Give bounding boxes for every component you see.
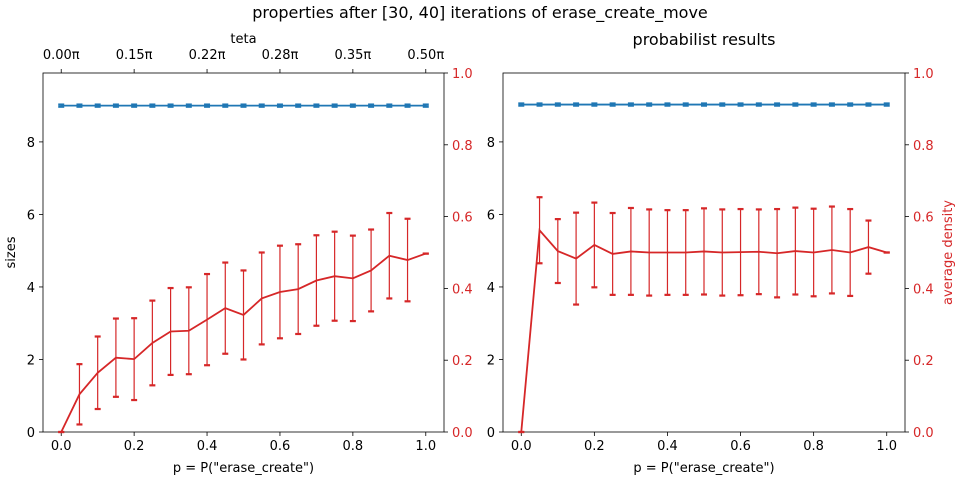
x-tick-label: 0.0 — [51, 439, 72, 454]
y2-tick-label: 0.2 — [913, 354, 934, 369]
x-tick-label: 0.2 — [124, 439, 145, 454]
y-tick-label: 2 — [487, 353, 495, 368]
figure-suptitle: properties after [30, 40] iterations of … — [252, 3, 708, 23]
y2-tick-label: 0.4 — [452, 282, 473, 297]
y2-tick-label: 1.0 — [913, 67, 934, 82]
y2-tick-label: 0.0 — [452, 426, 473, 441]
y-tick-label: 2 — [27, 353, 35, 368]
y2-tick-label: 0.8 — [452, 139, 473, 154]
y2-axis-label: average density — [941, 200, 956, 305]
series-line — [520, 228, 887, 433]
top-tick-label: 0.15π — [116, 48, 153, 63]
series-line — [60, 252, 427, 433]
size-series — [518, 102, 890, 107]
y-tick-label: 6 — [27, 208, 35, 223]
y-tick-label: 6 — [487, 208, 495, 223]
y-tick-label: 8 — [487, 136, 495, 151]
x-tick-label: 1.0 — [876, 439, 897, 454]
y-tick-label: 0 — [27, 426, 35, 441]
y2-tick-label: 1.0 — [452, 67, 473, 82]
left-chart-panel: 0.0 0.2 0.4 0.6 0.8 1.0 p = P("erase_create") 0… — [4, 32, 473, 476]
y-tick-label: 4 — [27, 281, 35, 296]
x-tick-label: 0.6 — [730, 439, 751, 454]
size-series — [58, 103, 429, 108]
x-tick-label: 0.4 — [197, 439, 218, 454]
y-tick-label: 8 — [27, 136, 35, 151]
x-tick-label: 0.8 — [803, 439, 824, 454]
top-tick-label: 0.35π — [334, 48, 371, 63]
y-axis-label: sizes — [4, 236, 19, 268]
right-chart-panel: probabilist results 0.0 0.2 0.4 0.6 0.8 1.0 p =… — [487, 30, 956, 476]
x-tick-label: 0.4 — [657, 439, 678, 454]
plot-area-frame — [42, 72, 445, 433]
y2-tick-label: 0.4 — [913, 282, 934, 297]
chart-title: probabilist results — [633, 30, 776, 49]
top-tick-label: 0.28π — [262, 48, 299, 63]
x-tick-label: 0.6 — [270, 439, 291, 454]
y2-tick-label: 0.0 — [913, 426, 934, 441]
top-axis-label: teta — [230, 32, 256, 47]
x-axis-label: p = P("erase_create") — [173, 461, 314, 476]
y-tick-label: 0 — [487, 426, 495, 441]
y2-tick-label: 0.6 — [452, 211, 473, 226]
x-tick-label: 0.2 — [584, 439, 605, 454]
plot-area-frame — [502, 72, 906, 433]
y2-tick-label: 0.2 — [452, 354, 473, 369]
x-tick-label: 0.8 — [343, 439, 364, 454]
x-tick-label: 0.0 — [511, 439, 532, 454]
y2-tick-label: 0.6 — [913, 211, 934, 226]
top-tick-label: 0.00π — [43, 48, 80, 63]
x-axis-label: p = P("erase_create") — [633, 461, 774, 476]
density-series — [58, 211, 429, 434]
top-tick-label: 0.22π — [189, 48, 226, 63]
y2-tick-label: 0.8 — [913, 139, 934, 154]
top-tick-label: 0.50π — [407, 48, 444, 63]
x-tick-label: 1.0 — [415, 439, 436, 454]
density-series — [518, 196, 890, 434]
y-tick-label: 4 — [487, 281, 495, 296]
